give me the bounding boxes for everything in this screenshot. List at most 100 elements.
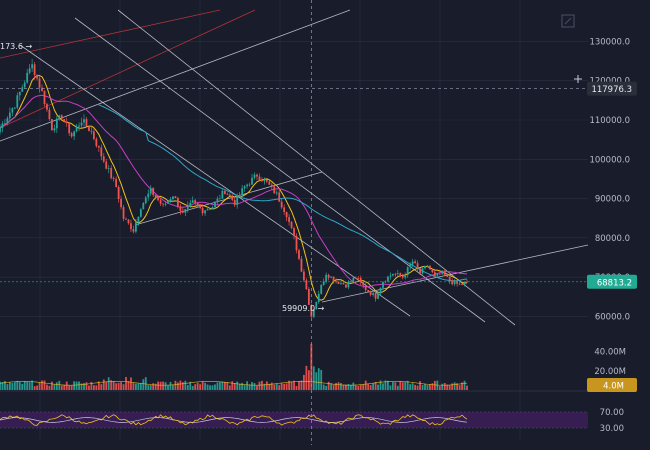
volume-bar: [184, 380, 187, 390]
candle-body: [354, 277, 357, 279]
candle-body: [243, 186, 246, 189]
volume-bar: [117, 382, 120, 390]
volume-bar: [169, 381, 172, 390]
candle-body: [414, 261, 417, 264]
candle-body: [396, 273, 399, 274]
volume-ma-line: [0, 380, 468, 386]
volume-bar: [110, 380, 113, 390]
candle-body: [179, 206, 182, 211]
candle-body: [120, 198, 122, 208]
candle-body: [83, 119, 85, 123]
volume-bar: [396, 385, 399, 390]
volume-bar: [263, 383, 266, 390]
volume-bar: [167, 385, 169, 390]
candle-body: [196, 202, 199, 206]
volume-bar: [142, 379, 145, 390]
volume-bar: [362, 384, 365, 390]
volume-bar: [335, 383, 337, 390]
candle-body: [85, 119, 88, 127]
volume-bar: [107, 377, 110, 390]
rsi-tick-label: 30.00: [600, 424, 624, 434]
candle-body: [11, 108, 14, 113]
volume-bar: [26, 381, 29, 390]
candle-body: [391, 273, 394, 276]
rsi-line: [0, 414, 468, 426]
volume-bar: [458, 385, 461, 390]
candle-body: [228, 194, 231, 197]
candle-body: [149, 187, 152, 194]
volume-bar: [196, 382, 199, 390]
candle-body: [206, 209, 209, 211]
price-tick-label: 110000.0: [589, 116, 630, 126]
volume-bar: [60, 385, 63, 390]
price-tick-label: 130000.0: [589, 37, 630, 47]
volume-bar: [433, 380, 436, 390]
volume-bar: [65, 381, 68, 390]
candle-body: [317, 293, 320, 303]
volume-bar: [191, 386, 194, 390]
candle-body: [320, 284, 323, 294]
candle-body: [65, 121, 68, 123]
volume-bar: [90, 381, 93, 390]
candle-body: [0, 127, 1, 133]
candle-body: [100, 147, 103, 157]
candle-body: [416, 263, 419, 269]
candle-body: [275, 192, 278, 194]
plus-icon[interactable]: [574, 75, 582, 83]
trend-lines[interactable]: [0, 9, 589, 326]
volume-bar: [85, 382, 88, 390]
volume-bar: [340, 383, 342, 390]
price-tick-label: 60000.0: [595, 312, 630, 322]
candle-body: [181, 210, 184, 213]
volume-bar: [157, 381, 160, 390]
volume-bar: [327, 381, 330, 390]
rsi-panel: [0, 411, 588, 429]
volume-bar: [120, 382, 122, 390]
volume-bar: [0, 381, 1, 390]
ma-line-25: [0, 94, 468, 288]
volume-bar: [431, 383, 434, 390]
volume-bar: [112, 381, 115, 390]
candle-body: [263, 179, 266, 182]
volume-bar: [23, 381, 26, 390]
candle-body: [409, 264, 412, 268]
volume-bar: [204, 382, 206, 390]
candle-body: [246, 184, 248, 187]
candle-body: [50, 119, 53, 131]
candle-body: [1, 123, 4, 128]
candle-body: [307, 288, 310, 305]
candle-body: [315, 302, 318, 310]
candle-body: [70, 133, 73, 137]
volume-bar: [206, 384, 209, 390]
volume-bar: [214, 384, 216, 390]
volume-bar: [1, 382, 4, 390]
candle-body: [177, 198, 179, 207]
volume-bar: [130, 377, 132, 390]
low-price-annotation: 59909.0 →: [282, 304, 325, 313]
candle-body: [251, 177, 253, 185]
volume-bar: [134, 383, 137, 390]
candle-body: [394, 273, 397, 275]
fullscreen-icon[interactable]: [561, 14, 575, 28]
volume-tick-label: 40.00M: [594, 348, 626, 358]
candle-body: [377, 293, 379, 299]
volume-bar: [426, 385, 429, 390]
candle-body: [107, 168, 110, 169]
candle-body: [399, 273, 402, 277]
candle-body: [105, 161, 108, 169]
last-price-label: 68813.2: [597, 278, 632, 288]
candle-body: [295, 235, 298, 251]
candle-body: [186, 205, 189, 210]
volume-bar: [162, 381, 164, 390]
candle-body: [43, 91, 46, 105]
volume-bar: [253, 383, 256, 390]
candle-body: [404, 275, 407, 278]
volume-bar: [414, 384, 417, 390]
trend-line: [117, 9, 516, 326]
candle-body: [436, 273, 439, 276]
candle-body: [446, 275, 449, 277]
volume-bar: [307, 370, 310, 390]
volume-bar: [83, 383, 85, 390]
last-price-badge: 68813.2: [587, 274, 637, 289]
